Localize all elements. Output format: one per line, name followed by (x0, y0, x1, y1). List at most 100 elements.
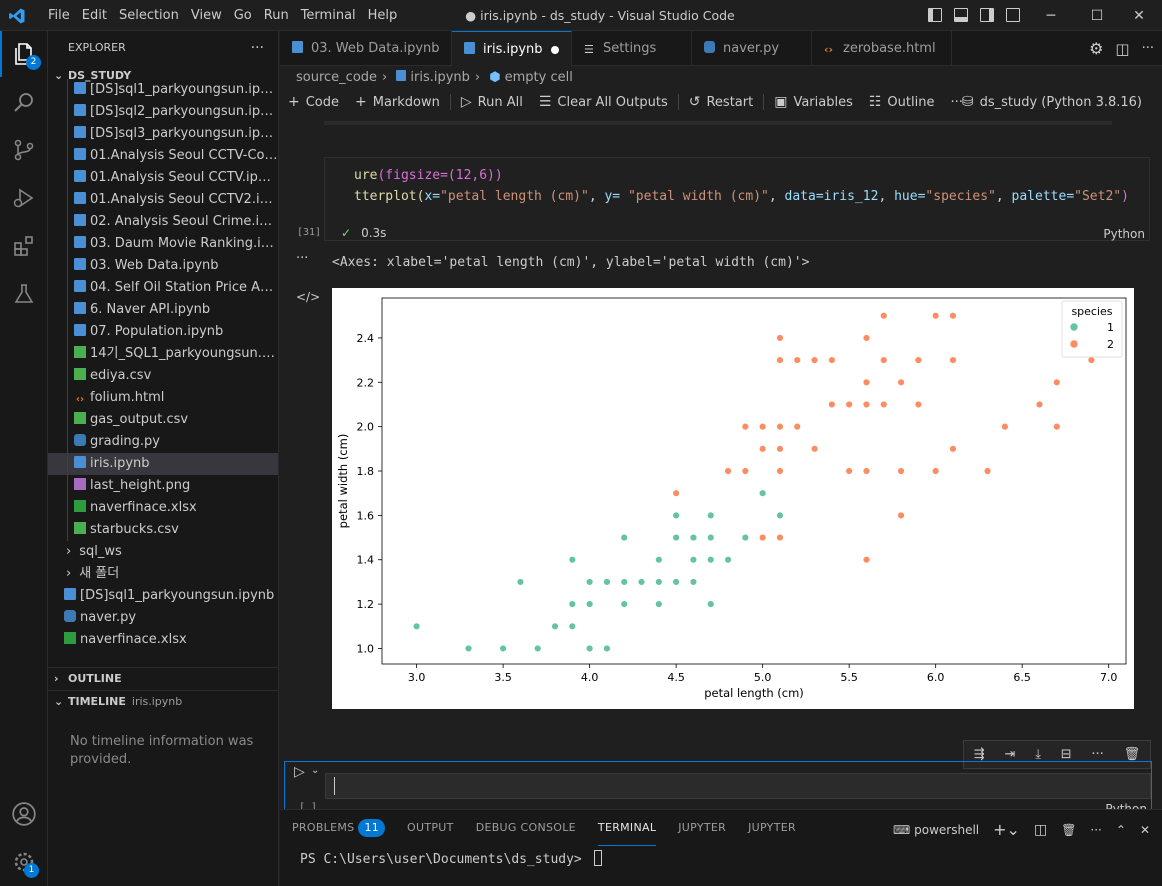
tab-naver-py[interactable]: naver.py (692, 31, 812, 66)
tab-output[interactable]: OUTPUT (407, 821, 454, 834)
tab-settings[interactable]: ☰ Settings (572, 31, 692, 66)
manage-gear-icon[interactable]: 1 (0, 839, 48, 885)
code-line-2[interactable]: tterplot(x="petal length (cm)", y= "peta… (354, 189, 1129, 204)
file-item[interactable]: iris.ipynb (48, 453, 278, 475)
file-item[interactable]: last_height.png (48, 475, 278, 497)
file-item[interactable]: 01.Analysis Seoul CCTV2.ipynb (48, 189, 278, 211)
outline-button[interactable]: ☷ Outline (861, 91, 943, 113)
file-item[interactable]: starbucks.csv (48, 519, 278, 541)
more-actions-icon[interactable]: ··· (1090, 822, 1102, 837)
output-more-icon[interactable]: ··· (296, 251, 309, 266)
code-cell[interactable]: ure(figsize=(12,6)) tterplot(x="petal le… (324, 157, 1150, 241)
source-control-icon[interactable] (0, 127, 48, 173)
file-item[interactable]: 03. Web Data.ipynb (48, 255, 278, 277)
breadcrumb-folder[interactable]: source_code (296, 70, 378, 85)
file-item[interactable]: naver.py (48, 607, 278, 629)
empty-code-cell[interactable]: ▷ ⌄ [ ] Python (284, 761, 1152, 816)
file-item[interactable]: 07. Population.ipynb (48, 321, 278, 343)
toggle-sidebar-icon[interactable] (928, 8, 942, 22)
more-actions-icon[interactable]: ··· (1091, 747, 1104, 762)
run-cell-icon[interactable]: ▷ (294, 764, 305, 780)
chevron-down-icon[interactable]: ⌄ (311, 765, 320, 776)
file-item[interactable]: 02. Analysis Seoul Crime.ipynb (48, 211, 278, 233)
close-panel-icon[interactable]: ✕ (1139, 822, 1150, 837)
more-actions-icon[interactable]: ··· (1141, 41, 1154, 56)
unsaved-dot-icon[interactable] (551, 46, 559, 54)
testing-flask-icon[interactable] (0, 271, 48, 317)
file-item[interactable]: 01.Analysis Seoul CCTV.ipynb (48, 167, 278, 189)
more-actions-icon[interactable]: ··· (250, 40, 264, 56)
new-terminal-icon[interactable]: +⌄ (993, 820, 1020, 839)
kill-terminal-trash-icon[interactable]: 🗑 (1061, 822, 1077, 837)
variables-button[interactable]: ▣ Variables (766, 91, 861, 113)
accounts-icon[interactable] (0, 791, 48, 837)
file-item[interactable]: 01.Analysis Seoul CCTV-Copy1.ipynb (48, 145, 278, 167)
file-item[interactable]: gas_output.csv (48, 409, 278, 431)
customize-layout-icon[interactable] (1006, 8, 1020, 22)
run-debug-icon[interactable] (0, 175, 48, 221)
split-editor-icon[interactable]: ◫ (1115, 39, 1130, 58)
file-item[interactable]: [DS]sql3_parkyoungsun.ipynb (48, 123, 278, 145)
tab-iris[interactable]: iris.ipynb (452, 31, 572, 67)
split-cell-icon[interactable]: ⊟ (1060, 747, 1072, 762)
close-window-button[interactable]: ✕ (1133, 7, 1145, 24)
file-item[interactable]: ‹› folium.html (48, 387, 278, 409)
menu-run[interactable]: Run (263, 8, 289, 23)
execute-above-icon[interactable]: ⇶ (973, 747, 985, 762)
menu-help[interactable]: Help (367, 8, 398, 23)
file-item[interactable]: ediya.csv (48, 365, 278, 387)
delete-trash-icon[interactable]: 🗑 (1123, 747, 1141, 762)
toggle-panel-icon[interactable] (954, 8, 968, 22)
menu-file[interactable]: File (48, 8, 70, 23)
cell-language[interactable]: Python (1103, 227, 1145, 241)
breadcrumb-file[interactable]: iris.ipynb (410, 70, 470, 85)
code-line-1[interactable]: ure(figsize=(12,6)) (354, 168, 503, 183)
cell-editor[interactable] (325, 773, 1151, 799)
kernel-picker[interactable]: ⛁ ds_study (Python 3.8.16) (954, 91, 1150, 113)
execute-below-down-icon[interactable]: ⤓ (1035, 747, 1041, 762)
add-code-button[interactable]: + Code (280, 91, 347, 113)
explorer-icon[interactable]: 2 (0, 31, 48, 77)
folder-item[interactable]: › 새 폴더 (48, 563, 278, 585)
toggle-secondary-sidebar-icon[interactable] (980, 8, 994, 22)
file-item[interactable]: grading.py (48, 431, 278, 453)
maximize-button[interactable]: ☐ (1090, 7, 1104, 24)
tab-jupyter-2[interactable]: JUPYTER (748, 821, 796, 834)
terminal-shell-selector[interactable]: ⌨ powershell (893, 823, 979, 837)
file-item[interactable]: 6. Naver API.ipynb (48, 299, 278, 321)
file-item[interactable]: [DS]sql1_parkyoungsun.ipynb (48, 585, 278, 607)
tab-zerobase-html[interactable]: ‹› zerobase.html (812, 31, 952, 66)
notebook-settings-gear-icon[interactable]: ⚙ (1089, 39, 1104, 58)
file-item[interactable]: 14기_SQL1_parkyoungsun.csv.csv (48, 343, 278, 365)
add-markdown-button[interactable]: + Markdown (347, 91, 448, 113)
menu-terminal[interactable]: Terminal (300, 8, 356, 23)
restart-button[interactable]: ↺ Restart (681, 91, 761, 113)
clear-outputs-button[interactable]: ☰ Clear All Outputs (531, 91, 676, 113)
file-item[interactable]: [DS]sql2_parkyoungsun.ipynb (48, 101, 278, 123)
menu-go[interactable]: Go (233, 8, 252, 23)
extensions-icon[interactable] (0, 223, 48, 269)
file-item[interactable]: 03. Daum Movie Ranking.ipynb (48, 233, 278, 255)
workspace-root[interactable]: ⌄ DS_STUDY (48, 65, 278, 87)
tab-web-data[interactable]: 03. Web Data.ipynb (280, 31, 452, 66)
timeline-header[interactable]: ⌄ TIMELINE iris.ipynb (48, 691, 279, 713)
split-terminal-icon[interactable]: ◫ (1033, 821, 1048, 838)
breadcrumb-cell[interactable]: empty cell (504, 70, 573, 85)
file-item[interactable]: [DS]sql1_parkyoungsun.ipynb (48, 79, 278, 101)
more-actions-icon[interactable]: ··· (950, 94, 963, 110)
menu-selection[interactable]: Selection (118, 8, 179, 23)
menu-edit[interactable]: Edit (81, 8, 107, 23)
tab-debug-console[interactable]: DEBUG CONSOLE (475, 821, 576, 834)
search-icon[interactable] (0, 79, 48, 125)
menu-view[interactable]: View (190, 8, 222, 23)
tab-jupyter[interactable]: JUPYTER (678, 821, 727, 834)
file-item[interactable]: naverfinace.xlsx (48, 497, 278, 519)
tab-terminal[interactable]: TERMINAL (597, 810, 657, 846)
file-item[interactable]: 04. Self Oil Station Price Analysis.ipyn… (48, 277, 278, 299)
folder-item[interactable]: › sql_ws (48, 541, 278, 563)
tab-problems[interactable]: PROBLEMS 11 (292, 810, 386, 846)
file-item[interactable]: naverfinace.xlsx (48, 629, 278, 651)
run-all-button[interactable]: ▷ Run All (453, 91, 531, 113)
terminal-output[interactable]: PS C:\Users\user\Documents\ds_study> (300, 850, 602, 867)
outline-section[interactable]: › OUTLINE (48, 667, 279, 689)
